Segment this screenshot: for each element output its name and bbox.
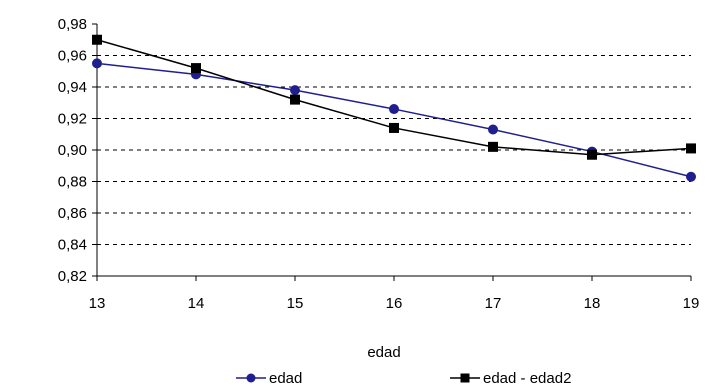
x-axis-title: edad — [367, 344, 400, 361]
data-point-edad — [92, 58, 102, 69]
x-tick-labels: 13 14 15 16 17 18 19 — [89, 295, 700, 312]
legend-marker-edad — [246, 373, 256, 383]
data-point-edad-edad2 — [389, 122, 399, 133]
x-tick-label: 15 — [287, 295, 304, 312]
data-point-edad — [290, 85, 300, 96]
data-point-edad — [686, 171, 696, 182]
legend-marker-edad-edad2 — [460, 373, 470, 383]
legend: edad edad - edad2 — [236, 370, 571, 387]
legend-label-edad-edad2: edad - edad2 — [483, 370, 571, 387]
data-point-edad — [488, 124, 498, 135]
y-tick-label: 0,96 — [58, 48, 87, 65]
y-tick-label: 0,98 — [58, 16, 87, 33]
x-tick-label: 14 — [188, 295, 205, 312]
y-tick-label: 0,88 — [58, 174, 87, 191]
y-tick-label: 0,94 — [58, 79, 87, 96]
data-point-edad-edad2 — [686, 143, 696, 154]
series-line-edad — [96, 62, 692, 178]
legend-label-edad: edad — [269, 370, 302, 387]
axes — [92, 23, 692, 281]
data-point-edad-edad2 — [191, 63, 201, 74]
data-point-edad-edad2 — [290, 94, 300, 105]
x-tick-label: 16 — [386, 295, 403, 312]
data-point-edad-edad2 — [488, 141, 498, 152]
data-point-edad — [389, 104, 399, 115]
gridlines — [97, 55, 691, 245]
y-tick-labels: 0,82 0,84 0,86 0,88 0,90 0,92 0,94 0,96 0,98 — [58, 16, 87, 285]
y-tick-label: 0,90 — [58, 142, 87, 159]
y-tick-label: 0,86 — [58, 205, 87, 222]
series — [92, 34, 696, 182]
data-point-edad-edad2 — [92, 34, 102, 45]
y-tick-label: 0,82 — [58, 268, 87, 285]
x-tick-label: 17 — [485, 295, 502, 312]
x-tick-label: 13 — [89, 295, 106, 312]
y-tick-label: 0,84 — [58, 237, 87, 254]
y-tick-label: 0,92 — [58, 111, 87, 128]
x-tick-label: 19 — [683, 295, 700, 312]
series-line-edad-edad2 — [96, 39, 692, 156]
x-tick-label: 18 — [584, 295, 601, 312]
data-point-edad-edad2 — [587, 149, 597, 160]
